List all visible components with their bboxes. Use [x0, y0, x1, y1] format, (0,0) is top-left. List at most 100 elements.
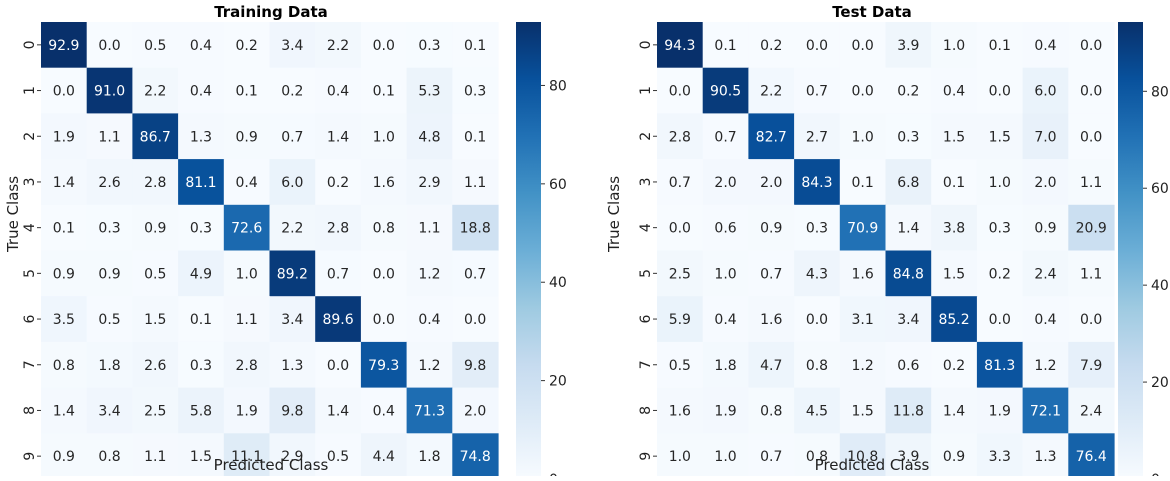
test-cell-value: 1.5 [989, 129, 1011, 145]
test-cell [657, 250, 704, 297]
training-cell-value: 72.6 [231, 221, 262, 237]
test-cell-value: 81.3 [984, 358, 1015, 374]
test-cell [885, 296, 932, 343]
test-cell-value: 0.0 [852, 84, 874, 100]
training-cell [452, 387, 499, 434]
test-cell-value: 0.0 [806, 38, 828, 54]
training-y-tick-label: 2 [22, 132, 38, 141]
test-cell [1068, 250, 1115, 297]
training-cell [41, 341, 88, 389]
test-cell [885, 250, 932, 297]
training-cell [360, 387, 408, 434]
training-cell-value: 0.0 [373, 312, 395, 328]
training-cell [360, 433, 408, 480]
training-cell [406, 204, 453, 252]
training-cell [269, 341, 316, 389]
training-cell-value: 0.1 [190, 312, 212, 328]
test-cell [1022, 387, 1069, 434]
training-cell [360, 296, 408, 343]
test-heatmap-cells: 94.3 0.1 0.2 0.0 0.0 3.9 1.0 0.1 0.4 0.0 0.0 90.5 2.… [657, 22, 1115, 480]
training-cell-value: 0.8 [53, 358, 75, 374]
test-cell-value: 0.1 [714, 38, 736, 54]
training-colorbar-tick-label: 60 [549, 177, 567, 193]
test-cell [976, 250, 1024, 297]
training-cell [269, 250, 316, 297]
training-cell-value: 0.5 [144, 38, 166, 54]
test-cell [976, 204, 1024, 252]
test-cell-value: 0.7 [714, 129, 736, 145]
training-cell-value: 4.9 [190, 266, 212, 282]
test-cell-value: 10.8 [847, 449, 878, 465]
training-cell [86, 22, 133, 69]
test-cell [885, 341, 932, 389]
test-cell [1068, 387, 1115, 434]
training-cell [452, 341, 499, 389]
test-cell-value: 4.3 [806, 266, 828, 282]
test-cell [839, 296, 887, 343]
training-cell-value: 1.1 [464, 175, 486, 191]
training-cell-value: 1.0 [373, 129, 395, 145]
training-cell-value: 0.0 [98, 38, 120, 54]
test-cell [702, 250, 749, 297]
training-cell-value: 5.3 [418, 84, 440, 100]
test-cell [702, 387, 749, 434]
training-cell [86, 387, 133, 434]
training-cell [223, 296, 271, 343]
training-cell [178, 22, 225, 69]
training-cell-value: 1.6 [373, 175, 395, 191]
test-cell-value: 0.0 [806, 312, 828, 328]
training-cell [41, 204, 88, 252]
training-cell [41, 250, 88, 297]
training-cell-value: 18.8 [460, 221, 491, 237]
training-cell-value: 2.8 [236, 358, 258, 374]
test-cell [1022, 341, 1069, 389]
test-cell-value: 0.4 [1034, 38, 1056, 54]
training-cell [223, 67, 271, 114]
training-cell [132, 67, 179, 114]
test-cell-value: 0.4 [714, 312, 736, 328]
training-cell-value: 0.2 [236, 38, 258, 54]
training-y-tick-label: 8 [22, 406, 38, 415]
training-y-ticks: 0 1 2 3 4 5 6 7 8 9 [22, 40, 41, 461]
test-cell-value: 0.2 [897, 84, 919, 100]
test-cell [1022, 204, 1069, 252]
test-cell-value: 1.3 [1034, 449, 1056, 465]
test-cell-value: 1.6 [852, 266, 874, 282]
training-cell-value: 1.1 [236, 312, 258, 328]
test-cell [1068, 159, 1115, 206]
test-cell [657, 433, 704, 480]
training-cell-value: 1.4 [53, 403, 75, 419]
test-cell [1022, 22, 1069, 69]
test-cell-value: 0.0 [1080, 129, 1102, 145]
test-colorbar-tick-label: 0 [1151, 472, 1160, 476]
test-cell [794, 341, 841, 389]
training-cell [360, 159, 408, 206]
test-cell [976, 387, 1024, 434]
training-cell-value: 91.0 [94, 84, 125, 100]
training-cell-value: 92.9 [48, 38, 79, 54]
training-cell [86, 250, 133, 297]
training-cell-value: 1.2 [418, 266, 440, 282]
training-cell-value: 81.1 [185, 175, 216, 191]
test-cell [794, 67, 841, 114]
training-cell [132, 341, 179, 389]
test-cell [931, 67, 978, 114]
test-cell [1068, 113, 1115, 160]
test-cell [794, 296, 841, 343]
training-cell [132, 387, 179, 434]
training-cell-value: 0.5 [98, 312, 120, 328]
test-cell [976, 113, 1024, 160]
training-cell-value: 0.9 [236, 129, 258, 145]
test-cell-value: 1.4 [897, 221, 919, 237]
training-cell [223, 22, 271, 69]
training-cell-value: 3.5 [53, 312, 75, 328]
test-cell-value: 0.0 [1080, 84, 1102, 100]
test-cell-value: 4.5 [806, 403, 828, 419]
test-y-tick-label: 5 [638, 269, 654, 278]
test-cell [794, 433, 841, 480]
training-y-tick-label: 7 [22, 360, 38, 369]
test-cell-value: 4.7 [760, 358, 782, 374]
training-y-tick-label: 5 [22, 269, 38, 278]
test-y-tick-label: 6 [638, 315, 654, 324]
